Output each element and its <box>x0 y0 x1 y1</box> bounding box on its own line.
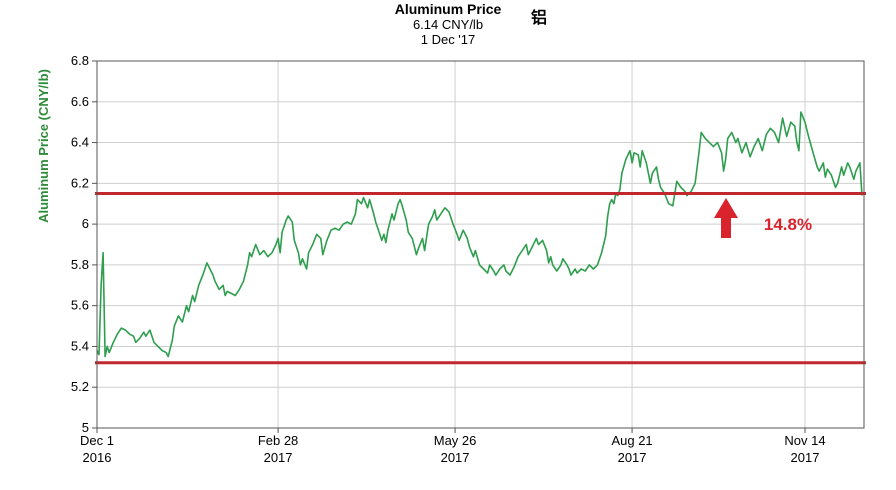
y-tick-label: 6.2 <box>71 175 89 190</box>
chart-title-suffix: 铝 <box>531 8 547 27</box>
x-tick-label-date: Nov 14 <box>784 433 825 448</box>
up-arrow-icon <box>714 198 738 238</box>
price-series-line <box>96 111 863 358</box>
y-tick-label: 5.8 <box>71 257 89 272</box>
y-tick-label: 5.2 <box>71 379 89 394</box>
plot-frame <box>96 60 865 429</box>
y-tick-label: 6 <box>82 216 89 231</box>
x-tick-label-date: Aug 21 <box>611 433 652 448</box>
series-group <box>96 111 863 358</box>
y-tick-label: 5 <box>82 420 89 435</box>
x-axis-ticks: Dec 1 2016 Feb 28 2017 May 26 2017 Aug 21 2017 N… <box>80 428 826 465</box>
increase-annotation: 14.8% <box>764 215 812 234</box>
reference-lines <box>95 192 866 365</box>
chart-current-date: 1 Dec '17 <box>421 32 476 47</box>
x-tick-label-year: 2017 <box>618 450 647 465</box>
x-tick-label-year: 2017 <box>791 450 820 465</box>
x-tick-label-date: Dec 1 <box>80 433 114 448</box>
chart-current-price: 6.14 CNY/lb <box>413 17 483 32</box>
x-tick-label-year: 2017 <box>441 450 470 465</box>
x-tick-label-date: May 26 <box>434 433 477 448</box>
y-axis-ticks: 5 5.2 5.4 5.6 5.8 6 6.2 6.4 6.6 6.8 <box>71 53 97 435</box>
y-tick-label: 5.6 <box>71 298 89 313</box>
chart-title: Aluminum Price <box>395 1 502 17</box>
y-tick-label: 6.6 <box>71 94 89 109</box>
y-tick-label: 6.8 <box>71 53 89 68</box>
x-tick-label-year: 2016 <box>83 450 112 465</box>
x-tick-label-year: 2017 <box>264 450 293 465</box>
x-tick-label-date: Feb 28 <box>258 433 298 448</box>
y-tick-label: 6.4 <box>71 135 89 150</box>
y-tick-label: 5.4 <box>71 338 89 353</box>
grid-lines <box>97 60 864 429</box>
y-axis-title: Aluminum Price (CNY/lb) <box>36 69 51 223</box>
